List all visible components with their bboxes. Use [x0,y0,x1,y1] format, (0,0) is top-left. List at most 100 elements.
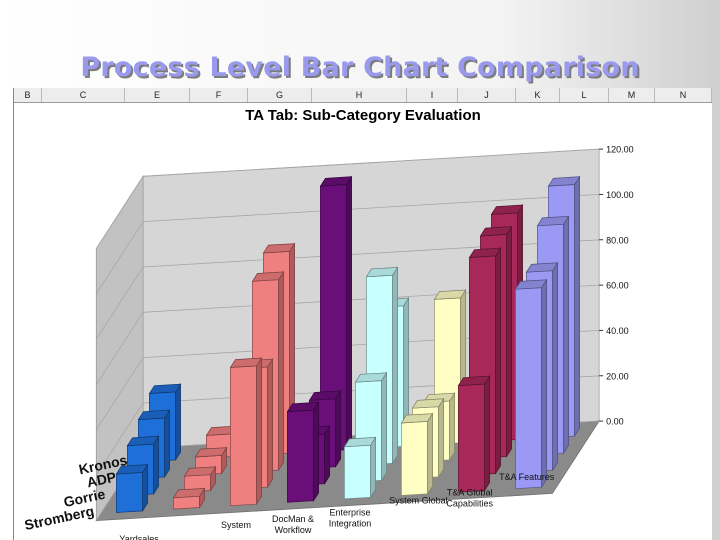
column-header-b[interactable]: B [14,88,42,102]
bar-kronos-3 [319,175,353,452]
category-label-capabilities: Capabilities [446,498,493,508]
category-label-docman: DocMan & [272,514,314,524]
bar-top-face [433,289,467,300]
bar-stromberg-0 [115,463,149,513]
bar-side-face [495,246,501,475]
bar-side-face [346,175,352,451]
y-tick-label: 20.00 [606,371,629,381]
bar-front-face [344,444,371,500]
column-header-e[interactable]: E [125,88,190,102]
category-label-integration: Integration [329,518,372,528]
category-label-yardsales: Yardsales [119,534,159,540]
bar-top-face [319,176,353,187]
category-label-workflow: Workflow [275,525,312,535]
column-header-g[interactable]: G [248,88,312,102]
bar-top-face [286,401,320,412]
gridline [95,239,600,340]
bar-side-face [267,358,273,489]
chart-bars [115,175,581,513]
bar-top-face [400,413,434,424]
bar-stromberg-3 [286,400,320,503]
y-tick-label: 100.00 [606,190,634,200]
column-header-l[interactable]: L [560,88,609,102]
bar-stromberg-4 [343,436,377,500]
y-tick-label: 120.00 [606,145,634,155]
column-header-i[interactable]: I [407,88,458,102]
column-header-j[interactable]: J [458,88,516,102]
category-label-enterprise: Enterprise [329,507,370,517]
bar-top-face [126,435,160,446]
bar-top-face [547,176,581,187]
bar-front-face [458,383,485,493]
column-header-m[interactable]: M [609,88,655,102]
bar-side-face [164,409,170,479]
bar-top-face [262,243,296,254]
bar-side-face [506,225,512,458]
bar-front-face [116,472,143,513]
bar-side-face [392,266,398,465]
column-header-f[interactable]: F [190,88,248,102]
bar-side-face [574,175,580,438]
bar-side-face [175,382,181,462]
series-label-adp: ADP [85,469,117,491]
slide-title: Process Level Bar Chart Comparison [80,52,640,83]
bar-side-face [256,356,262,506]
bar-top-face [457,375,491,386]
bar-side-face [278,270,284,472]
bar-top-face [251,271,285,282]
y-tick-label: 60.00 [606,281,629,291]
bar-side-face [484,375,490,492]
bar-side-face [335,389,341,468]
bar-side-face [552,261,558,472]
column-header-h[interactable]: H [312,88,407,102]
bar-side-face [427,412,433,496]
bar-side-face [370,436,376,499]
bar-stromberg-2 [229,356,263,507]
bar-front-face [173,495,200,510]
bar-top-face [514,279,548,290]
bar-top-face [490,204,524,215]
bar-front-face [401,421,428,496]
bar-front-face [515,287,542,490]
bar-top-face [536,216,570,227]
chart-title: TA Tab: Sub-Category Evaluation [245,107,481,124]
bar-side-face [563,215,569,455]
chart-3d-column: 0.0020.0040.0060.0080.00100.00120.00Kron… [23,145,634,540]
bar-stromberg-5 [400,412,434,496]
column-header-k[interactable]: K [516,88,560,102]
bar-stromberg-7 [514,278,548,490]
bar-stromberg-1 [172,487,206,510]
bar-gorrie-1 [183,465,217,493]
bar-side-face [541,278,547,489]
y-tick-label: 80.00 [606,235,629,245]
bar-top-face [194,447,228,458]
bar-top-face [365,267,399,278]
y-tick-label: 40.00 [606,326,629,336]
bar-stromberg-6 [457,375,491,493]
bar-top-face [343,437,377,448]
column-header-n[interactable]: N [655,88,712,102]
bar-top-face [115,464,149,475]
column-header-c[interactable]: C [42,88,125,102]
category-label-system: System [221,520,251,530]
bar-top-face [229,357,263,368]
bar-top-face [525,262,559,273]
bar-top-face [137,409,171,420]
category-labels: Yardsales System DocMan &Workflow Enterpris… [119,472,554,540]
bar-side-face [438,397,444,479]
series-label-stromberg: Stromberg [23,503,96,533]
category-label-tafeatures: T&A Features [499,472,555,482]
bar-top-face [479,226,513,237]
bar-top-face [148,383,182,394]
gridline [95,194,600,295]
bar-top-face [411,398,445,409]
bar-side-face [381,371,387,482]
gridline [95,148,600,249]
bar-side-face [153,434,159,496]
bar-top-face [354,372,388,383]
bar-front-face [230,365,257,507]
bar-side-face [449,392,455,462]
y-tick-label: 0.00 [606,417,624,427]
